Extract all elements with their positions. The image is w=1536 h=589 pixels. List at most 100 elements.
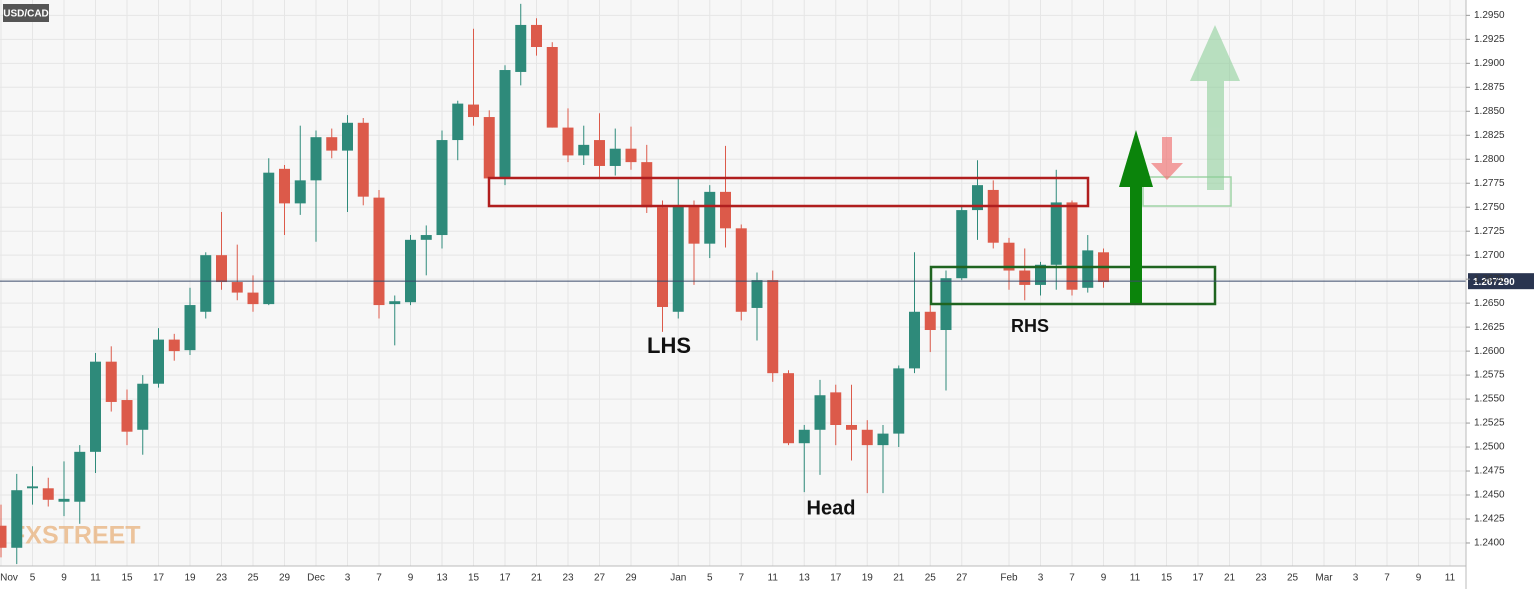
x-tick-label: 15 (1161, 573, 1173, 584)
grid (0, 0, 1466, 566)
candle-body (342, 122, 353, 151)
y-tick-label: 1.2575 (1474, 370, 1505, 381)
x-tick-label: 5 (30, 573, 36, 584)
y-tick-label: 1.2800 (1474, 154, 1505, 165)
x-tick-label: 3 (1353, 573, 1359, 584)
y-tick-label: 1.2500 (1474, 442, 1505, 453)
candle-body (137, 383, 149, 430)
candle-body (279, 168, 290, 204)
arrow-shaft (1207, 80, 1224, 190)
x-tick-label: 25 (925, 573, 937, 584)
arrow-head (1190, 25, 1240, 81)
x-tick-label: 21 (893, 573, 905, 584)
candle-body (720, 191, 731, 229)
x-tick-label: 7 (376, 573, 382, 584)
x-tick-label: Nov (0, 573, 18, 584)
candles (0, 3, 1109, 565)
candle-body (515, 24, 527, 72)
x-tick-label: 11 (90, 573, 101, 584)
x-tick-label: Mar (1315, 573, 1333, 584)
x-tick-label: 23 (562, 573, 574, 584)
candle-body (1019, 270, 1031, 285)
y-tick-label: 1.2775 (1474, 178, 1505, 189)
candle-body (58, 498, 70, 502)
x-tick-label: 17 (1192, 573, 1204, 584)
candle-body (42, 488, 54, 500)
candle-body (877, 433, 889, 446)
candle-body (153, 339, 164, 384)
candle-body (672, 205, 684, 312)
candle-body (247, 292, 259, 305)
x-tick-label: 3 (1038, 573, 1044, 584)
arrow-shaft (1162, 137, 1172, 164)
resistance-box (487, 176, 1090, 208)
candle-body (263, 172, 275, 305)
x-tick-label: 27 (956, 573, 968, 584)
candle-body (625, 148, 637, 163)
y-tick-label: 1.2625 (1474, 322, 1505, 333)
candle-body (846, 424, 857, 430)
x-tick-label: 27 (594, 573, 606, 584)
candle-body (231, 282, 243, 293)
candle-body (562, 127, 574, 156)
candle-body (74, 451, 86, 502)
candle-body (546, 47, 558, 128)
x-tick-label: 11 (768, 573, 779, 584)
watermark: FXSTREET (10, 522, 141, 550)
y-tick-label: 1.2650 (1474, 298, 1505, 309)
x-tick-label: 11 (1130, 573, 1141, 584)
candle-body (90, 361, 101, 452)
candle-body (735, 228, 747, 312)
y-tick-label: 1.2450 (1474, 490, 1505, 501)
annotation: Head (807, 497, 856, 519)
y-tick-label: 1.2700 (1474, 250, 1505, 261)
arrow-head (1151, 163, 1183, 180)
candle-body (468, 104, 479, 118)
candle-body (798, 429, 810, 444)
y-tick-label: 1.2950 (1474, 10, 1505, 21)
candle-body (814, 395, 826, 430)
arrow-head (1119, 130, 1153, 187)
overlay: 1.267290 LHS Head RHS (0, 273, 1534, 519)
candle-body (641, 162, 653, 208)
x-tick-label: Jan (670, 573, 686, 584)
x-tick-label: 21 (1224, 573, 1236, 584)
candle-body (27, 486, 38, 489)
x-tick-label: 23 (216, 573, 228, 584)
y-tick-label: 1.2675 (1474, 274, 1505, 285)
candle-body (1050, 202, 1062, 265)
candle-body (1035, 264, 1046, 285)
y-tick-label: 1.2525 (1474, 418, 1505, 429)
arrow-shaft (1130, 186, 1142, 303)
candle-body (389, 301, 401, 305)
candle-body (594, 140, 605, 166)
candle-body (405, 239, 416, 303)
x-tick-label: 17 (499, 573, 511, 584)
candle-body (373, 197, 385, 306)
x-tick-label: 13 (436, 573, 448, 584)
plot-background (0, 0, 1466, 566)
y-tick-label: 1.2900 (1474, 58, 1505, 69)
x-tick-label: 25 (1287, 573, 1299, 584)
candle-body (357, 122, 369, 197)
candle-body (1082, 250, 1094, 288)
x-tick-label: 3 (345, 573, 351, 584)
candle-body (121, 400, 133, 432)
candle-body (578, 144, 590, 156)
y-tick-label: 1.2475 (1474, 466, 1505, 477)
x-tick-label: 23 (1255, 573, 1267, 584)
x-tick-label: 11 (1445, 573, 1456, 584)
candle-body (184, 305, 196, 351)
candle-body (956, 210, 968, 279)
pullback-arrow (1151, 137, 1183, 180)
x-tick-label: 7 (738, 573, 744, 584)
candle-body (704, 191, 716, 244)
candle-body (893, 368, 905, 434)
candle-body (1003, 242, 1015, 271)
x-tick-label: 19 (184, 573, 196, 584)
candle-body (11, 490, 23, 548)
target-box (1142, 176, 1232, 207)
x-tick-label: 25 (247, 573, 259, 584)
y-tick-label: 1.2850 (1474, 106, 1505, 117)
